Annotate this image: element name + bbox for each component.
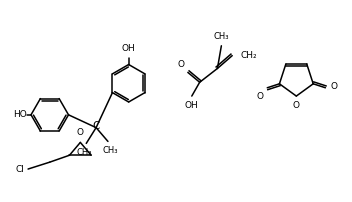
Text: O: O <box>293 101 300 110</box>
Text: C: C <box>93 121 100 131</box>
Text: O: O <box>77 128 84 138</box>
Text: O: O <box>330 82 337 91</box>
Text: CH₂: CH₂ <box>240 51 257 60</box>
Text: CH₃: CH₃ <box>102 146 118 155</box>
Text: O: O <box>178 60 185 69</box>
Text: CH₃: CH₃ <box>76 148 92 157</box>
Text: CH₃: CH₃ <box>214 32 229 41</box>
Text: OH: OH <box>185 101 199 110</box>
Text: OH: OH <box>122 44 136 53</box>
Text: O: O <box>256 92 263 101</box>
Text: HO: HO <box>13 110 27 119</box>
Text: Cl: Cl <box>15 165 24 174</box>
